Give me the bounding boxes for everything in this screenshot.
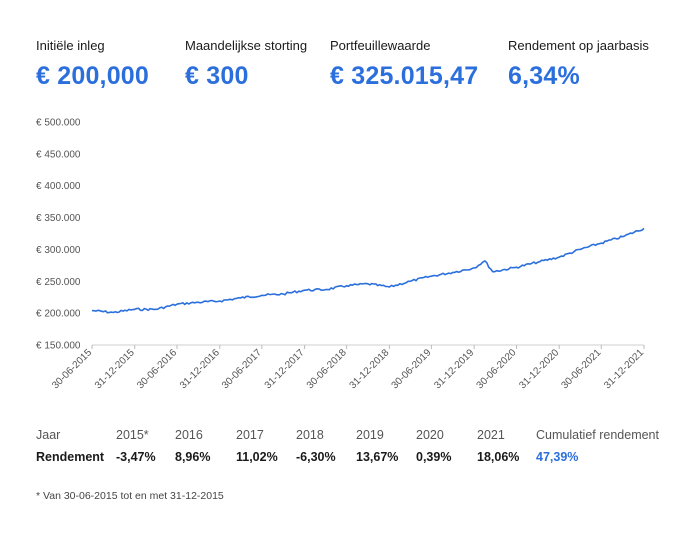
y-tick-label: € 500.000 xyxy=(36,118,81,129)
x-tick-label: 30-06-2018 xyxy=(305,347,349,391)
y-tick-label: € 350.000 xyxy=(36,213,81,224)
x-tick-label: 31-12-2021 xyxy=(602,347,646,391)
stat-value: € 325.015,47 xyxy=(330,62,479,90)
return-cell: 13,67% xyxy=(356,450,399,464)
footnote: * Van 30-06-2015 tot en met 31-12-2015 xyxy=(36,490,224,502)
x-tick-label: 30-06-2021 xyxy=(559,347,603,391)
stat-label: Maandelijkse storting xyxy=(185,38,308,53)
x-tick-label: 31-12-2016 xyxy=(178,347,222,391)
series-line xyxy=(91,227,645,314)
stat-value: € 300 xyxy=(185,62,249,90)
x-tick-label: 30-06-2019 xyxy=(390,347,434,391)
x-tick-label: 30-06-2015 xyxy=(50,347,94,391)
stat-value: € 200,000 xyxy=(36,62,150,90)
return-cell: -6,30% xyxy=(296,450,336,464)
y-tick-label: € 150.000 xyxy=(36,341,81,352)
year-cell: 2020 xyxy=(416,428,444,442)
y-axis: € 150.000 € 200.000 € 250.000 € 300.000 € 35… xyxy=(36,118,81,352)
y-tick-label: € 300.000 xyxy=(36,245,81,256)
year-cell: 2021 xyxy=(477,428,505,442)
stat-label: Portfeuillewaarde xyxy=(330,38,431,53)
x-tick-label: 31-12-2020 xyxy=(517,347,561,391)
year-cell: 2016 xyxy=(175,428,203,442)
stat-portfolio-value: Portfeuillewaarde € 325.015,47 xyxy=(330,38,478,91)
year-cell: 2017 xyxy=(236,428,264,442)
return-cell: 18,06% xyxy=(477,450,520,464)
x-tick-label: 31-12-2018 xyxy=(348,347,392,391)
y-tick-label: € 200.000 xyxy=(36,309,81,320)
y-tick-label: € 250.000 xyxy=(36,277,81,288)
stat-value: 6,34% xyxy=(508,62,580,90)
stat-initial-investment: Initiële inleg € 200,000 xyxy=(36,38,149,91)
return-cell: 11,02% xyxy=(236,450,278,464)
header-label: Jaar xyxy=(36,428,61,442)
stat-label: Initiële inleg xyxy=(36,38,105,53)
stat-annual-return: Rendement op jaarbasis 6,34% xyxy=(508,38,649,91)
cumulative-label: Cumulatief rendement xyxy=(536,428,659,442)
y-tick-label: € 450.000 xyxy=(36,149,81,160)
portfolio-line-chart: € 150.000 € 200.000 € 250.000 € 300.000 € 35… xyxy=(36,118,646,392)
year-cell: 2015* xyxy=(116,428,149,442)
x-tick-label: 31-12-2019 xyxy=(432,347,476,391)
cumulative-value: 47,39% xyxy=(536,450,579,464)
y-tick-label: € 400.000 xyxy=(36,181,81,192)
year-cell: 2018 xyxy=(296,428,324,442)
stat-monthly-deposit: Maandelijkse storting € 300 xyxy=(185,38,307,91)
returns-header-row: Jaar 2015* 2016 2017 2018 2019 2020 2021… xyxy=(36,424,659,446)
return-cell: -3,47% xyxy=(116,450,156,464)
x-axis: 30-06-201531-12-201530-06-201631-12-2016… xyxy=(50,345,646,391)
returns-value-row: Rendement -3,47% 8,96% 11,02% -6,30% 13,… xyxy=(36,446,659,468)
stat-label: Rendement op jaarbasis xyxy=(508,38,649,53)
x-tick-label: 30-06-2020 xyxy=(475,347,519,391)
x-tick-label: 31-12-2015 xyxy=(93,347,137,391)
return-cell: 8,96% xyxy=(175,450,211,464)
x-tick-label: 31-12-2017 xyxy=(263,347,307,391)
x-tick-label: 30-06-2016 xyxy=(135,347,179,391)
row-label: Rendement xyxy=(36,450,105,464)
return-cell: 0,39% xyxy=(416,450,452,464)
returns-table: Jaar 2015* 2016 2017 2018 2019 2020 2021… xyxy=(36,424,659,468)
x-tick-label: 30-06-2017 xyxy=(220,347,264,391)
year-cell: 2019 xyxy=(356,428,384,442)
